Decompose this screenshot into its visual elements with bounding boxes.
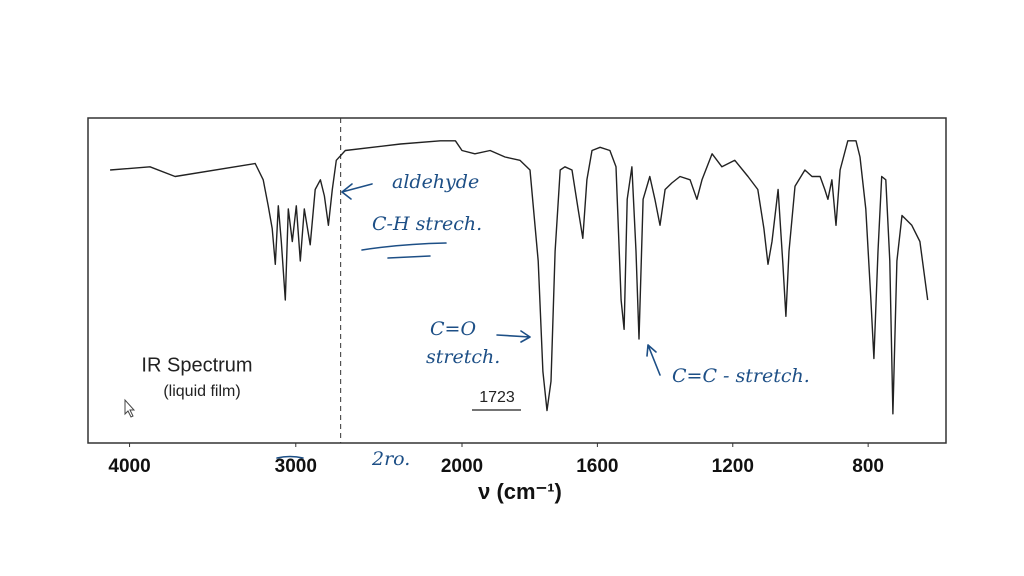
annotation: C=O <box>430 318 476 340</box>
arrow <box>341 183 373 200</box>
x-tick-label: 4000 <box>108 456 150 477</box>
cursor <box>124 398 136 418</box>
x-tick-label: 2000 <box>441 456 483 477</box>
arrow <box>496 330 531 343</box>
spectrum-line <box>110 140 929 415</box>
scribble <box>276 455 304 459</box>
annotation: aldehyde <box>392 171 479 193</box>
x-tick-label: 1600 <box>576 456 618 477</box>
underline <box>361 242 447 259</box>
annotation: C=C - stretch. <box>672 365 810 387</box>
plot-frame <box>87 117 947 444</box>
inset-subtitle: (liquid film) <box>163 383 240 400</box>
x-tick-label: 1200 <box>712 456 754 477</box>
x-axis-label: ν (cm⁻¹) <box>478 479 562 504</box>
annotation: 2ro. <box>371 448 410 470</box>
annotation: stretch. <box>426 346 500 368</box>
annotation: C-H strech. <box>372 213 482 235</box>
x-tick-label: 3000 <box>275 456 317 477</box>
peak-label: 1723 <box>479 389 515 406</box>
inset-title: IR Spectrum <box>141 354 252 376</box>
x-tick-label: 800 <box>852 456 884 477</box>
arrow <box>646 344 661 376</box>
